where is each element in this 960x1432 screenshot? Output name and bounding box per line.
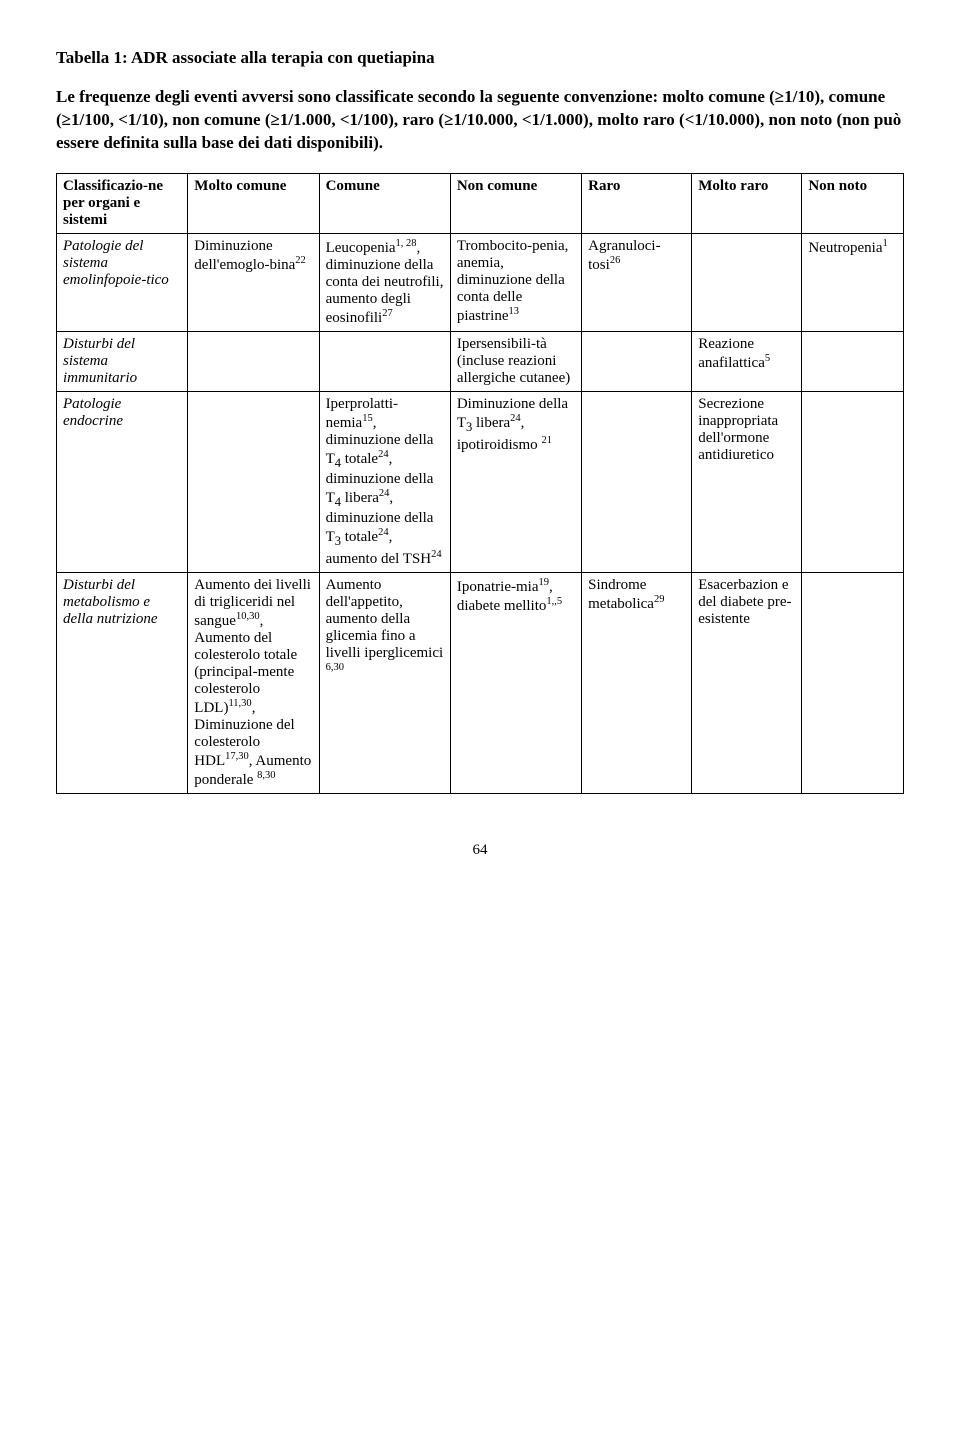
table-cell — [582, 391, 692, 572]
column-header: Raro — [582, 173, 692, 233]
table-row: Patologie endocrine Iperprolatti-nemia15,… — [57, 391, 904, 572]
column-header: Molto raro — [692, 173, 802, 233]
column-header: Non comune — [450, 173, 581, 233]
table-cell: Aumento dell'appetito, aumento della gli… — [319, 572, 450, 793]
table-cell: Agranuloci-tosi26 — [582, 233, 692, 331]
column-header: Molto comune — [188, 173, 319, 233]
intro-paragraph: Le frequenze degli eventi avversi sono c… — [56, 86, 904, 155]
table-cell — [582, 331, 692, 391]
table-cell — [802, 331, 904, 391]
table-row: Patologie del sistema emolinfopoie-ticoD… — [57, 233, 904, 331]
table-cell: Leucopenia1, 28, diminuzione della conta… — [319, 233, 450, 331]
table-cell — [802, 572, 904, 793]
table-cell: Secrezione inappropriata dell'ormone ant… — [692, 391, 802, 572]
table-cell: Neutropenia1 — [802, 233, 904, 331]
table-cell: Esacerbazion e del diabete pre-esistente — [692, 572, 802, 793]
column-header: Comune — [319, 173, 450, 233]
row-header: Disturbi del metabolismo e della nutrizi… — [57, 572, 188, 793]
table-cell: Iponatrie-mia19, diabete mellito1,,5 — [450, 572, 581, 793]
table-cell: Reazione anafilattica5 — [692, 331, 802, 391]
table-row: Disturbi del sistema immunitario Ipersens… — [57, 331, 904, 391]
table-cell — [319, 331, 450, 391]
row-header: Patologie del sistema emolinfopoie-tico — [57, 233, 188, 331]
table-cell — [802, 391, 904, 572]
page-number: 64 — [56, 842, 904, 859]
table-body: Patologie del sistema emolinfopoie-ticoD… — [57, 233, 904, 793]
header-row: Classificazio-ne per organi e sistemiMol… — [57, 173, 904, 233]
table-cell: Aumento dei livelli di trigliceridi nel … — [188, 572, 319, 793]
table-cell: Sindrome metabolica29 — [582, 572, 692, 793]
table-title: Tabella 1: ADR associate alla terapia co… — [56, 48, 904, 68]
table-cell: Diminuzione della T3 libera24, ipotiroid… — [450, 391, 581, 572]
column-header: Non noto — [802, 173, 904, 233]
table-cell — [692, 233, 802, 331]
table-cell — [188, 391, 319, 572]
table-cell — [188, 331, 319, 391]
row-header: Patologie endocrine — [57, 391, 188, 572]
row-header: Disturbi del sistema immunitario — [57, 331, 188, 391]
table-cell: Ipersensibili-tà (incluse reazioni aller… — [450, 331, 581, 391]
table-cell: Diminuzione dell'emoglo-bina22 — [188, 233, 319, 331]
adr-table: Classificazio-ne per organi e sistemiMol… — [56, 173, 904, 794]
table-cell: Iperprolatti-nemia15, diminuzione della … — [319, 391, 450, 572]
column-header: Classificazio-ne per organi e sistemi — [57, 173, 188, 233]
table-row: Disturbi del metabolismo e della nutrizi… — [57, 572, 904, 793]
table-cell: Trombocito-penia, anemia, diminuzione de… — [450, 233, 581, 331]
